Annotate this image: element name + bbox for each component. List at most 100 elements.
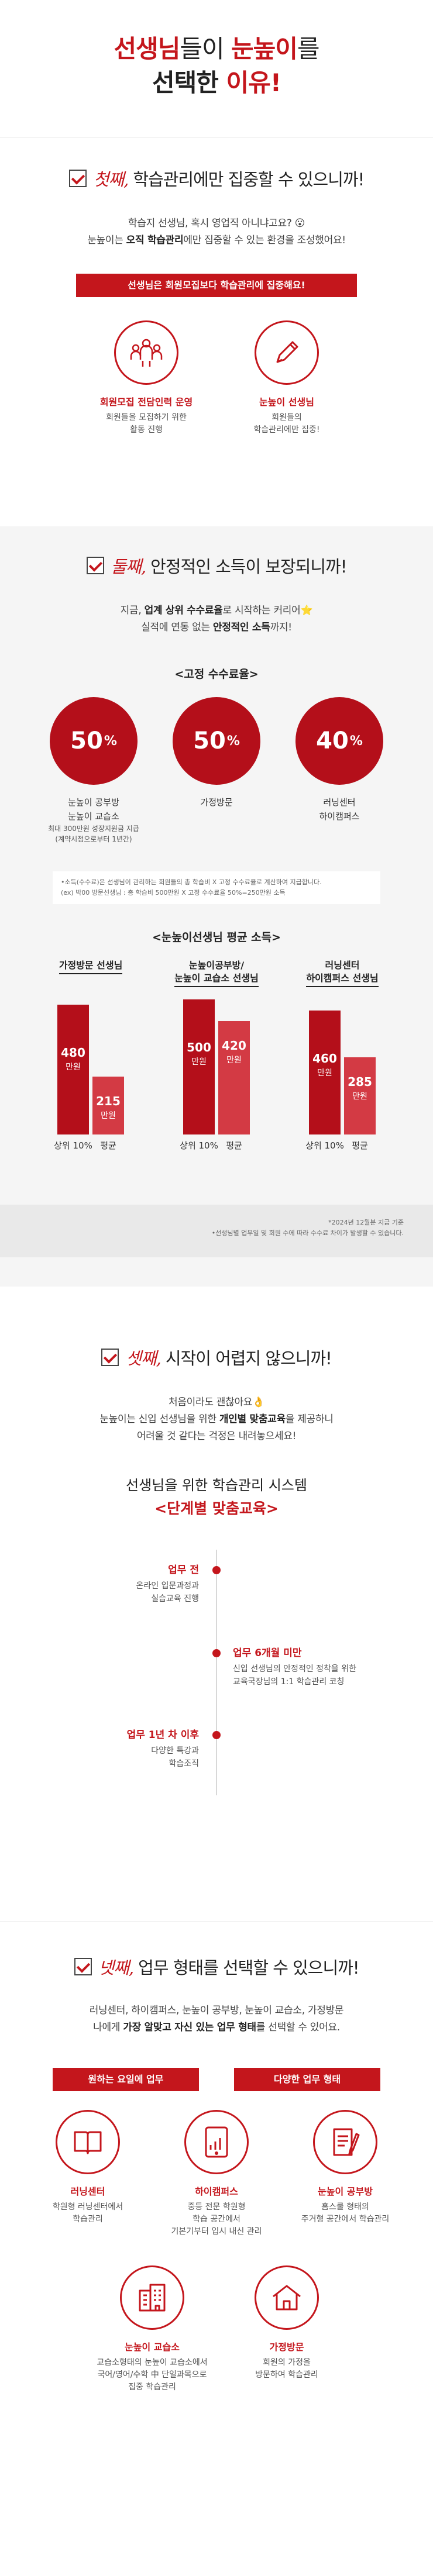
section-second-script: 둘째, — [111, 557, 147, 577]
group-header-line: 가정방문 선생님 — [59, 959, 123, 974]
income-bar-unit: 만원 — [317, 1068, 332, 1078]
income-bar-value: 420 — [222, 1039, 246, 1053]
text-emphasis: 안정적인 소득 — [212, 622, 270, 633]
desc-line: 학습 공간에서 — [193, 2215, 240, 2224]
rate-desc-line: 눈높이 교습소 — [68, 811, 119, 822]
timeline-line — [216, 1550, 217, 1795]
text-part: 지금, — [120, 605, 145, 616]
timeline-step-title: 업무 6개월 미만 — [233, 1647, 302, 1659]
income-bar-label: 평균 — [226, 1140, 242, 1151]
hero: 선생님들이 눈높이를 선택한 이유! — [0, 0, 433, 137]
income-bar-chart: 480 만원 215 만원 500 만원 420 만원 460 만원 285 만원 — [35, 994, 398, 1134]
rate-desc-note: 최대 300만원 성장지원금 지급 — [48, 825, 139, 833]
income-bar-label: 평균 — [352, 1140, 368, 1151]
text-part: 로 시작하는 커리어⭐ — [222, 605, 313, 616]
group-header: 러닝센터 하이캠퍼스 선생님 — [287, 959, 398, 987]
rate-unit: % — [226, 733, 240, 749]
rate-desc-line: 러닝센터 — [323, 797, 356, 808]
section-fourth-heading: 업무 형태를 선택할 수 있으니까! — [138, 1958, 359, 1978]
rate-note-line: (ex) 박00 방문선생님 : 총 학습비 500만원 X 고정 수수료율 5… — [61, 889, 286, 896]
rate-desc-line: 하이캠퍼스 — [319, 811, 360, 822]
desc-line: 주거형 공간에서 학습관리 — [301, 2215, 390, 2224]
income-note-line: •선생님별 업무일 및 회원 수에 따라 수수료 차이가 발생할 수 있습니다. — [211, 1229, 404, 1237]
income-bar-value: 480 — [61, 1046, 85, 1060]
text-part: 까지! — [270, 622, 293, 633]
type-row-2: 눈높이 교습소 교습소형태의 눈높이 교습소에서 국어/영어/수학 中 단일과목으… — [88, 2265, 345, 2394]
rate-desc: 가정방문 — [158, 795, 275, 809]
desc-line: 신입 선생님의 안정적인 정착을 위한 — [233, 1664, 356, 1674]
group-header-line: 하이캠퍼스 선생님 — [306, 972, 379, 987]
desc-line: 국어/영어/수학 中 단일과목으로 — [97, 2370, 207, 2380]
income-bar-value: 285 — [348, 1075, 372, 1089]
rate-circle: 50% — [50, 697, 138, 785]
notepad-icon — [313, 2110, 377, 2174]
section-second-heading: 안정적인 소득이 보장되니까! — [150, 557, 347, 577]
section-third-text: 처음이라도 괜찮아요👌 눈높이는 신입 선생님을 위한 개인별 맞춤교육을 제공… — [0, 1394, 433, 1445]
income-bar: 460 만원 — [309, 1011, 341, 1134]
income-group-headers: 가정방문 선생님 눈높이공부방/눈높이 교습소 선생님 러닝센터 하이캠퍼스 선생… — [35, 959, 398, 987]
section-second: 둘째, 안정적인 소득이 보장되니까! 지금, 업계 상위 수수료율로 시작하는… — [0, 526, 433, 1287]
group-header-line: 눈높이 교습소 선생님 — [174, 972, 259, 987]
type-study-room: 눈높이 공부방 홈스쿨 형태의 주거형 공간에서 학습관리 — [287, 2110, 404, 2238]
text-emphasis: 업계 상위 수수료율 — [144, 605, 223, 616]
section-first-line-1: 학습지 선생님, 혹시 영업직 아니냐고요? 😮 — [128, 218, 305, 229]
hero-word-teacher: 선생님 — [114, 35, 180, 63]
section-first: 첫째, 학습관리에만 집중할 수 있으니까! 학습지 선생님, 혹시 영업직 아… — [0, 137, 433, 526]
section-third-line-3: 어려울 것 같다는 걱정은 내려놓으세요! — [136, 1430, 297, 1442]
feature-recruit-desc: 회원들을 모집하기 위한 활동 진행 — [88, 412, 205, 436]
building-icon — [120, 2265, 184, 2330]
desc-line: 회원들을 모집하기 위한 — [106, 413, 187, 422]
rate-desc-note: (계약시점으로부터 1년간) — [55, 835, 132, 843]
group-header-line: 눈높이공부방/ — [188, 960, 245, 971]
text-part: 나에게 — [93, 2022, 123, 2033]
desc-line: 학원형 러닝센터에서 — [52, 2202, 123, 2212]
checkbox-icon — [68, 170, 87, 187]
text-part: 을 제공하니 — [285, 1413, 334, 1425]
desc-line: 온라인 입문과정과 — [136, 1581, 200, 1591]
income-bar: 215 만원 — [92, 1077, 124, 1134]
text-part: 실적에 연동 없는 — [141, 622, 213, 633]
rate-card: 40% 러닝센터 하이캠퍼스 — [281, 697, 398, 844]
type-high-campus: 하이캠퍼스 중등 전문 학원형 학습 공간에서 기본기부터 입시 내신 관리 — [158, 2110, 275, 2238]
section-second-line-1: 지금, 업계 상위 수수료율로 시작하는 커리어⭐ — [0, 602, 433, 619]
desc-line: 학습조직 — [169, 1759, 199, 1768]
timeline-dot — [212, 1566, 221, 1574]
income-bar-value: 500 — [187, 1040, 211, 1054]
section-first-heading: 학습관리에만 집중할 수 있으니까! — [133, 170, 365, 189]
timeline-dot — [212, 1649, 221, 1657]
rate-desc: 러닝센터 하이캠퍼스 — [281, 795, 398, 823]
section-first-script: 첫째, — [93, 170, 129, 189]
feature-teacher-label: 눈높이 선생님 — [259, 396, 314, 408]
feature-recruit: 회원모집 전담인력 운영 회원들을 모집하기 위한 활동 진행 — [88, 320, 205, 436]
desc-line: 실습교육 진행 — [151, 1594, 199, 1603]
feature-recruit-label: 회원모집 전담인력 운영 — [99, 396, 193, 408]
ribbon-types: 다양한 업무 형태 — [234, 2068, 380, 2091]
income-bar: 285 만원 — [344, 1057, 376, 1134]
income-bar: 420 만원 — [218, 1021, 250, 1134]
income-bar-unit: 만원 — [352, 1092, 367, 1101]
desc-line: 집중 학습관리 — [128, 2382, 176, 2392]
rate-desc-line: 가정방문 — [200, 797, 233, 808]
hero-line-2-start: 선택한 — [152, 68, 226, 97]
rate-card: 50% 눈높이 공부방 눈높이 교습소 최대 300만원 성장지원금 지급 (계… — [35, 697, 152, 844]
section-third-line-2: 눈높이는 신입 선생님을 위한 개인별 맞춤교육을 제공하니 — [0, 1411, 433, 1428]
income-bar: 500 만원 — [183, 999, 215, 1134]
section-second-line-2: 실적에 연동 없는 안정적인 소득까지! — [0, 619, 433, 636]
income-bar-label: 상위 10% — [305, 1140, 344, 1151]
rate-unit: % — [349, 733, 363, 749]
section-third-title: 셋째, 시작이 어렵지 않으니까! — [0, 1345, 433, 1370]
type-tutoring-center: 눈높이 교습소 교습소형태의 눈높이 교습소에서 국어/영어/수학 中 단일과목으… — [88, 2265, 216, 2394]
timeline-step-title: 업무 전 — [168, 1564, 199, 1576]
section-fourth-title: 넷째, 업무 형태를 선택할 수 있으니까! — [0, 1954, 433, 1979]
rate-note: •소득(수수료)은 선생님이 관리하는 회원들의 총 학습비 X 고정 수수료율… — [53, 871, 380, 904]
type-learning-center: 러닝센터 학원형 러닝센터에서 학습관리 — [29, 2110, 146, 2238]
rate-unit: % — [104, 733, 117, 749]
timeline-step-desc: 다양한 특강과 학습조직 — [76, 1744, 199, 1770]
income-note-line: *2024년 12월분 지급 기준 — [328, 1219, 404, 1226]
desc-line: 중등 전문 학원형 — [187, 2202, 246, 2212]
checkbox-icon — [86, 557, 104, 574]
type-label: 눈높이 공부방 — [318, 2186, 373, 2197]
desc-line: 교육국장님의 1:1 학습관리 코칭 — [233, 1677, 345, 1687]
